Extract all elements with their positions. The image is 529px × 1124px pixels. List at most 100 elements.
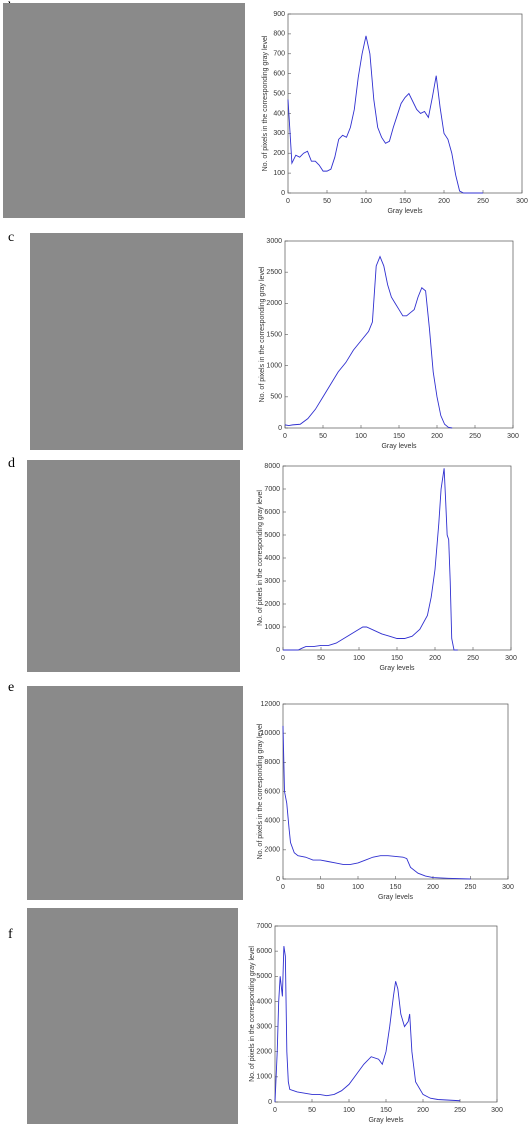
- y-tick-label: 5000: [256, 973, 272, 980]
- y-tick-label: 0: [276, 876, 280, 883]
- x-tick-label: 50: [323, 198, 331, 205]
- x-tick-label: 200: [431, 433, 443, 440]
- y-tick-label: 800: [273, 31, 285, 38]
- y-tick-label: 0: [276, 647, 280, 654]
- y-tick-label: 8000: [264, 759, 280, 766]
- y-tick-label: 2000: [256, 1049, 272, 1056]
- x-tick-label: 100: [360, 198, 372, 205]
- x-tick-label: 50: [317, 884, 325, 891]
- y-tick-label: 2000: [264, 601, 280, 608]
- y-tick-label: 300: [273, 130, 285, 137]
- x-tick-label: 250: [477, 198, 489, 205]
- y-tick-label: 1000: [266, 363, 282, 370]
- x-tick-label: 0: [281, 884, 285, 891]
- y-tick-label: 3000: [266, 238, 282, 245]
- y-tick-label: 6000: [264, 509, 280, 516]
- x-tick-label: 50: [308, 1107, 316, 1114]
- y-tick-label: 1000: [256, 1074, 272, 1081]
- x-axis-label: Gray levels: [378, 894, 414, 901]
- x-tick-label: 300: [502, 884, 514, 891]
- y-tick-label: 900: [273, 11, 285, 18]
- y-tick-label: 700: [273, 51, 285, 58]
- x-tick-label: 250: [465, 884, 477, 891]
- x-axis-label: Gray levels: [381, 443, 417, 450]
- y-tick-label: 100: [273, 170, 285, 177]
- x-tick-label: 0: [273, 1107, 277, 1114]
- x-tick-label: 300: [491, 1107, 503, 1114]
- photo: [30, 233, 243, 450]
- panel-label: f: [8, 927, 13, 942]
- x-tick-label: 300: [505, 655, 517, 662]
- plot-frame: [287, 13, 523, 194]
- panel-label: c: [8, 230, 14, 245]
- histogram-line: [282, 725, 471, 880]
- photo: [3, 3, 245, 218]
- x-tick-label: 300: [507, 433, 519, 440]
- x-tick-label: 300: [516, 198, 528, 205]
- x-tick-label: 200: [429, 655, 441, 662]
- x-tick-label: 250: [469, 433, 481, 440]
- y-tick-label: 8000: [264, 463, 280, 470]
- x-tick-label: 150: [399, 198, 411, 205]
- y-tick-label: 12000: [261, 701, 281, 708]
- y-tick-label: 5000: [264, 532, 280, 539]
- y-tick-label: 10000: [261, 730, 281, 737]
- y-tick-label: 0: [278, 425, 282, 432]
- histogram-line: [274, 946, 461, 1103]
- x-tick-label: 200: [427, 884, 439, 891]
- histogram-line: [284, 255, 453, 429]
- x-tick-label: 150: [393, 433, 405, 440]
- y-tick-label: 3000: [256, 1023, 272, 1030]
- y-tick-label: 400: [273, 110, 285, 117]
- x-tick-label: 200: [417, 1107, 429, 1114]
- x-tick-label: 100: [343, 1107, 355, 1114]
- y-tick-label: 0: [281, 190, 285, 197]
- y-tick-label: 4000: [256, 998, 272, 1005]
- x-axis-label: Gray levels: [368, 1117, 404, 1124]
- y-axis-label: No. of pixels in the corresponding gray …: [259, 266, 266, 402]
- x-tick-label: 100: [352, 884, 364, 891]
- y-tick-label: 4000: [264, 555, 280, 562]
- y-tick-label: 600: [273, 71, 285, 78]
- plot-frame: [282, 703, 509, 880]
- x-tick-label: 50: [317, 655, 325, 662]
- histogram-line: [283, 468, 458, 651]
- y-tick-label: 500: [270, 394, 282, 401]
- x-tick-label: 150: [380, 1107, 392, 1114]
- panel-label: e: [8, 680, 14, 695]
- y-tick-label: 6000: [264, 788, 280, 795]
- y-axis-label: No. of pixels in the corresponding gray …: [257, 723, 264, 859]
- x-tick-label: 150: [390, 884, 402, 891]
- x-tick-label: 0: [281, 655, 285, 662]
- y-tick-label: 7000: [256, 923, 272, 930]
- panel-label: d: [8, 456, 15, 471]
- photo: [27, 686, 243, 900]
- x-tick-label: 0: [286, 198, 290, 205]
- y-tick-label: 500: [273, 90, 285, 97]
- x-axis-label: Gray levels: [387, 208, 423, 215]
- x-tick-label: 100: [355, 433, 367, 440]
- plot-frame: [274, 925, 498, 1103]
- y-tick-label: 2000: [264, 847, 280, 854]
- y-tick-label: 2000: [266, 300, 282, 307]
- y-tick-label: 1500: [266, 331, 282, 338]
- x-tick-label: 250: [467, 655, 479, 662]
- y-axis-label: No. of pixels in the corresponding gray …: [257, 490, 264, 626]
- y-tick-label: 200: [273, 150, 285, 157]
- y-tick-label: 6000: [256, 948, 272, 955]
- plot-frame: [282, 465, 512, 651]
- photo: [27, 460, 240, 672]
- x-axis-label: Gray levels: [379, 665, 415, 672]
- photo: [27, 908, 238, 1124]
- x-tick-label: 0: [283, 433, 287, 440]
- x-tick-label: 250: [454, 1107, 466, 1114]
- plot-frame: [284, 240, 514, 429]
- y-tick-label: 7000: [264, 486, 280, 493]
- x-tick-label: 150: [391, 655, 403, 662]
- y-tick-label: 0: [268, 1099, 272, 1106]
- y-tick-label: 3000: [264, 578, 280, 585]
- y-axis-label: No. of pixels in the corresponding gray …: [249, 946, 256, 1082]
- y-tick-label: 4000: [264, 818, 280, 825]
- x-tick-label: 100: [353, 655, 365, 662]
